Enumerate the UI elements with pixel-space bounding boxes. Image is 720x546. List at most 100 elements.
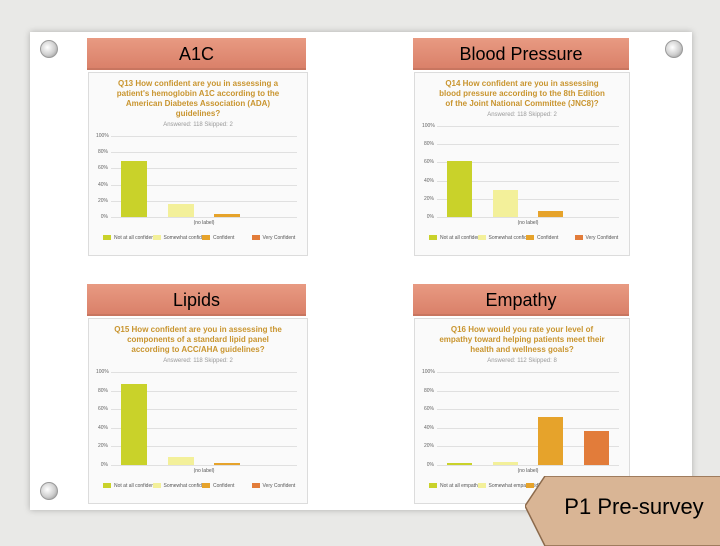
legend-item: Not at all confident — [103, 235, 155, 241]
gridline — [437, 390, 619, 392]
pushpin-bottom-left-icon — [40, 482, 58, 500]
legend-item: Confident — [202, 235, 234, 241]
legend-label: Confident — [213, 483, 235, 489]
y-tick-label: 100% — [422, 123, 435, 129]
bar-2 — [214, 463, 241, 465]
legend-item: Not at all confident — [429, 235, 481, 241]
gridline — [111, 217, 297, 218]
y-tick-label: 40% — [423, 177, 434, 184]
gridline — [111, 372, 297, 373]
answered-skipped-text: Answered: 112 Skipped: 8 — [487, 358, 557, 364]
bar-1 — [167, 456, 194, 465]
y-tick-label: 80% — [97, 149, 108, 156]
legend-label: Somewhat confident — [488, 235, 534, 241]
legend-item: Very Confident — [574, 235, 619, 241]
legend-swatch — [477, 235, 486, 241]
y-tick-label: 0% — [426, 462, 434, 468]
x-axis-label: (no label) — [193, 220, 215, 226]
bar-0 — [447, 463, 473, 465]
legend-label: Very Confident — [262, 235, 296, 241]
gridline — [437, 144, 619, 146]
bar-0 — [447, 161, 473, 217]
gridline — [111, 409, 297, 411]
legend-label: Somewhat empathetic — [488, 483, 538, 489]
legend-swatch — [103, 235, 111, 241]
y-tick-label: 40% — [423, 424, 434, 431]
y-tick-label: 20% — [97, 443, 108, 450]
y-tick-label: 20% — [423, 443, 434, 450]
y-tick-label: 20% — [97, 197, 108, 204]
y-tick-label: 80% — [423, 141, 434, 148]
header-lipids: Lipids — [87, 284, 306, 316]
answered-skipped-text: Answered: 118 Skipped: 2 — [487, 112, 557, 118]
y-tick-label: 40% — [97, 424, 108, 431]
y-tick-label: 60% — [97, 406, 108, 413]
legend-swatch — [429, 483, 437, 489]
legend-swatch — [574, 235, 583, 241]
gridline — [437, 465, 619, 466]
y-tick-label: 0% — [100, 214, 108, 220]
y-tick-label: 60% — [423, 159, 434, 166]
gridline — [111, 390, 297, 392]
chart-panel-empathy: Q16 How would you rate your level of emp… — [414, 318, 630, 504]
legend-swatch — [103, 483, 111, 489]
header-a1c: A1C — [87, 38, 306, 70]
gridline — [437, 217, 619, 218]
legend-label: Confident — [537, 235, 559, 241]
legend-swatch — [477, 483, 486, 489]
gridline — [111, 168, 297, 170]
x-axis-label: (no label) — [517, 220, 539, 226]
legend-label: Not at all confident — [440, 235, 482, 241]
gridline — [437, 427, 619, 429]
legend-label: Somewhat confident — [163, 235, 209, 241]
legend-swatch — [251, 235, 260, 241]
y-tick-label: 60% — [423, 406, 434, 413]
y-tick-label: 80% — [423, 387, 434, 394]
chart-panel-a1c: Q13 How confident are you in assessing a… — [88, 72, 308, 256]
legend-item: Very Confident — [251, 483, 295, 489]
question-text: Q16 How would you rate your level of emp… — [439, 325, 605, 354]
bar-0 — [121, 384, 148, 465]
gridline — [437, 180, 619, 182]
y-tick-label: 20% — [423, 195, 434, 202]
chart-panel-lipids: Q15 How confident are you in assessing t… — [88, 318, 308, 504]
gridline — [437, 409, 619, 411]
legend-swatch — [152, 483, 161, 489]
legend-label: Not at all confident — [114, 235, 156, 241]
answered-skipped-text: Answered: 118 Skipped: 2 — [163, 122, 233, 128]
legend-label: Confident — [213, 235, 235, 241]
pushpin-top-left-icon — [40, 40, 58, 58]
gridline — [437, 372, 619, 373]
legend-item: Not at all confident — [103, 483, 155, 489]
legend-label: Very Confident — [585, 235, 619, 241]
bar-1 — [492, 462, 518, 465]
bar-1 — [492, 189, 518, 217]
y-tick-label: 0% — [426, 214, 434, 220]
gridline — [437, 126, 619, 127]
gridline — [111, 200, 297, 202]
pushpin-top-right-icon — [665, 40, 683, 58]
header-blood-pressure: Blood Pressure — [413, 38, 629, 70]
y-tick-label: 60% — [97, 165, 108, 172]
legend-swatch — [152, 235, 161, 241]
gridline — [111, 184, 297, 186]
legend-item: Very Confident — [251, 235, 296, 241]
question-text: Q14 How confident are you in assessing b… — [439, 79, 605, 108]
gridline — [437, 162, 619, 164]
bar-2 — [538, 416, 564, 465]
question-text: Q13 How confident are you in assessing a… — [116, 79, 280, 118]
legend-swatch — [526, 235, 534, 241]
bar-2 — [214, 213, 241, 217]
question-text: Q15 How confident are you in assessing t… — [114, 325, 282, 354]
gridline — [111, 427, 297, 429]
sticky-note — [525, 476, 720, 546]
y-tick-label: 0% — [100, 462, 108, 468]
legend-swatch — [429, 235, 437, 241]
gridline — [111, 446, 297, 448]
x-axis-label: (no label) — [517, 468, 539, 474]
y-tick-label: 100% — [96, 133, 109, 139]
gridline — [437, 198, 619, 200]
survey-note-label: P1 Pre-survey — [564, 494, 704, 519]
answered-skipped-text: Answered: 118 Skipped: 2 — [163, 358, 233, 364]
gridline — [111, 465, 297, 466]
